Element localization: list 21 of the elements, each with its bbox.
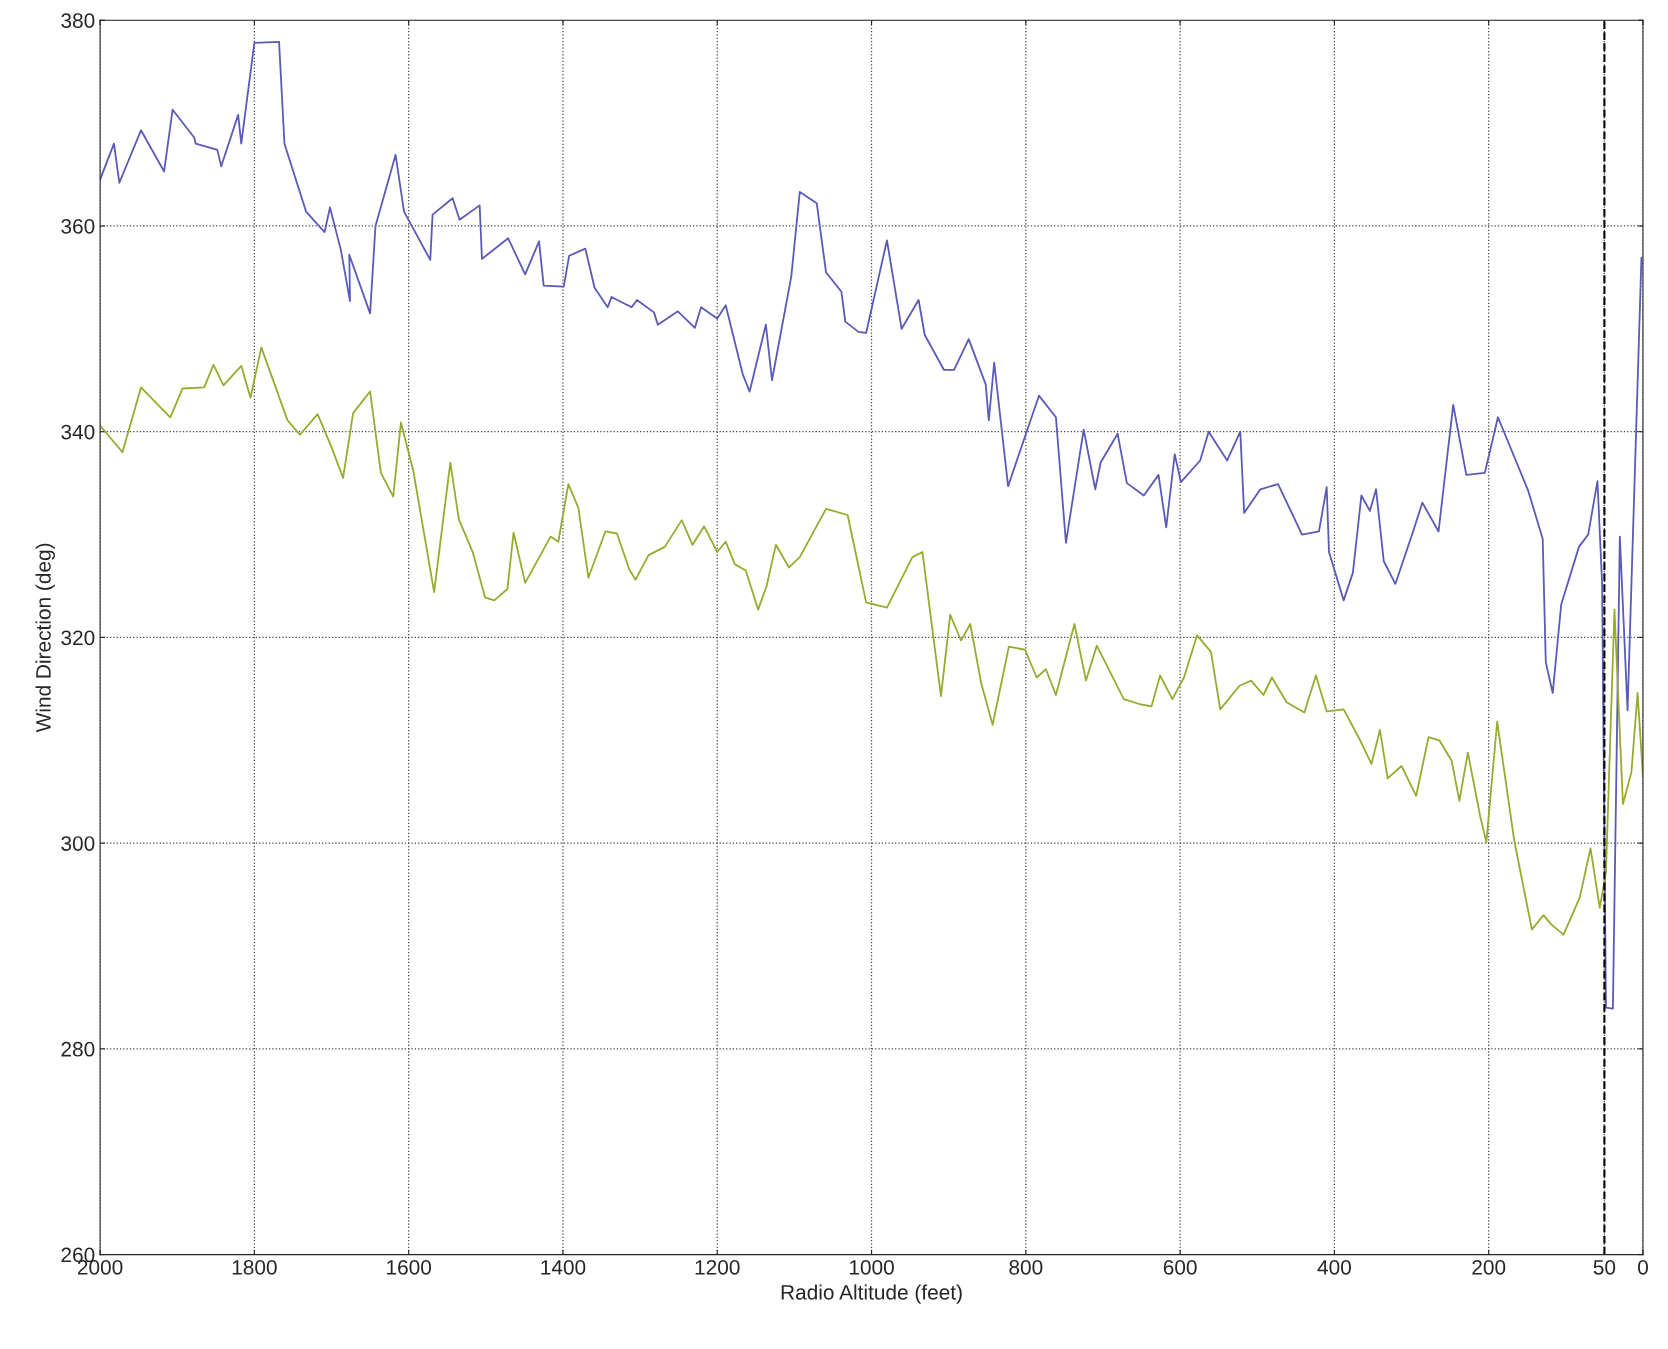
y-tick-label: 280 — [61, 1041, 95, 1057]
x-tick-label: 1600 — [387, 1259, 432, 1275]
y-tick-label: 380 — [61, 13, 95, 28]
y-tick-label: 340 — [61, 424, 95, 440]
line-series — [100, 346, 1643, 936]
y-tick-label: 320 — [61, 630, 95, 646]
x-tick-label: 1000 — [849, 1259, 894, 1275]
x-axis-title: Radio Altitude (feet) — [781, 1284, 962, 1304]
x-tick-label: 1200 — [695, 1259, 740, 1275]
x-tick-label: 800 — [1009, 1259, 1043, 1275]
x-tick-label: 200 — [1472, 1259, 1506, 1275]
y-tick-label: 300 — [61, 836, 95, 851]
x-tick-label: 50 — [1593, 1259, 1616, 1275]
y-axis-title: Wind Direction (deg) — [35, 543, 55, 733]
y-tick-label: 360 — [61, 218, 95, 234]
x-tick-label: 1400 — [541, 1259, 586, 1275]
x-tick-label: 600 — [1163, 1259, 1197, 1275]
line-series — [100, 40, 1643, 1010]
x-tick-label: 0 — [1638, 1259, 1648, 1275]
x-tick-label: 1800 — [232, 1259, 277, 1275]
x-tick-label: 400 — [1317, 1259, 1351, 1275]
